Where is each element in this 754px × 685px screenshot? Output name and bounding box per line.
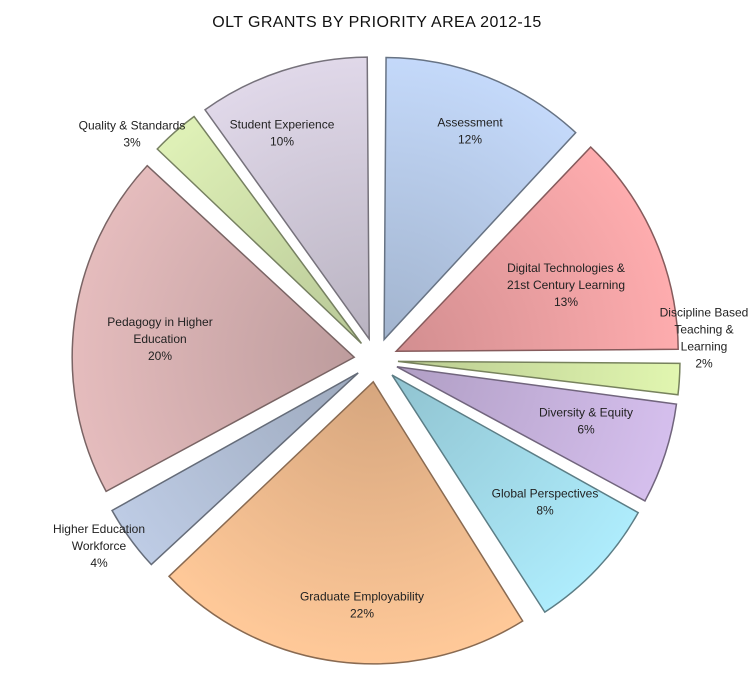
slice-label-8: Quality & Standards 3%	[79, 119, 186, 150]
slice-label-0: Assessment 12%	[437, 116, 503, 147]
slice-label-2: Discipline Based Teaching & Learning 2%	[660, 306, 749, 371]
slice-label-1: Digital Technologies & 21st Century Learn…	[507, 261, 625, 309]
slice-label-5: Graduate Employability 22%	[300, 590, 424, 621]
slice-label-9: Student Experience 10%	[230, 118, 335, 149]
chart-title: OLT GRANTS BY PRIORITY AREA 2012-15	[212, 14, 542, 31]
pie-slice-5	[167, 380, 524, 665]
pie-slice-6	[111, 372, 359, 566]
pie-slice-1	[394, 145, 679, 353]
pie-slice-4	[391, 374, 640, 614]
pie-slice-8	[156, 115, 363, 345]
slice-label-7: Pedagogy in Higher Education 20%	[107, 315, 212, 363]
pie-slice-7	[71, 164, 356, 493]
pie-slice-3	[396, 366, 678, 502]
slice-label-3: Diversity & Equity 6%	[539, 406, 633, 437]
slice-label-6: Higher Education Workforce 4%	[53, 522, 145, 570]
slice-label-4: Global Perspectives 8%	[492, 487, 599, 518]
pie-slice-9	[203, 56, 370, 342]
pie-slice-2	[397, 360, 681, 396]
pie-slice-0	[383, 56, 577, 342]
